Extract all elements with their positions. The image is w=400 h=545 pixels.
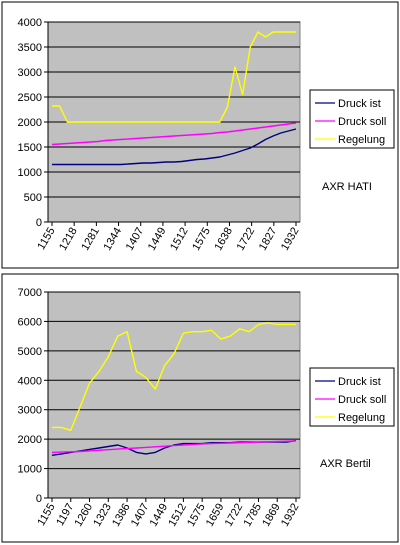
chart-1-y-axis: 0 500 1000 1500 2000 2500 3000 3500 4000 <box>18 17 300 229</box>
chart-1-legend-box <box>309 89 395 149</box>
legend-label-regelung: Regelung <box>338 412 385 424</box>
y-tick-label: 500 <box>24 192 42 204</box>
legend-label-regelung: Regelung <box>338 134 385 146</box>
legend-label-druck-ist: Druck ist <box>338 376 381 388</box>
legend-label-druck-soll: Druck soll <box>338 116 386 128</box>
y-tick-label: 0 <box>36 493 42 505</box>
y-tick-label: 3500 <box>18 42 42 54</box>
y-tick-label: 6000 <box>18 316 42 328</box>
y-tick-label: 2500 <box>18 92 42 104</box>
chart-2-annotation: AXR Bertil <box>320 458 371 470</box>
y-tick-label: 3000 <box>18 67 42 79</box>
chart-1-legend: Druck ist Druck soll Regelung <box>309 89 395 149</box>
series-line-regelung <box>52 31 296 123</box>
y-tick-label: 5000 <box>18 346 42 358</box>
chart-2-y-axis: 0 1000 2000 3000 4000 5000 6000 7000 <box>18 287 300 505</box>
legend-label-druck-ist: Druck ist <box>338 98 381 110</box>
y-tick-label: 0 <box>36 217 42 229</box>
legend-label-druck-soll: Druck soll <box>338 394 386 406</box>
y-tick-label: 1000 <box>18 464 42 476</box>
chart-2-legend: Druck ist Druck soll Regelung <box>309 367 395 427</box>
chart-2-series <box>51 322 297 456</box>
y-tick-label: 1500 <box>18 142 42 154</box>
y-tick-label: 4000 <box>18 375 42 387</box>
chart-1-gridlines <box>48 21 300 198</box>
chart-1-series <box>51 31 297 166</box>
chart-2-plot-area <box>47 291 301 499</box>
chart-1-annotation: AXR HATI <box>322 181 372 193</box>
series-line-druck-soll <box>51 440 297 454</box>
y-tick-label: 2000 <box>18 434 42 446</box>
chart-2-gridlines <box>48 291 300 470</box>
series-line-druck-soll <box>51 122 297 146</box>
y-tick-label: 1000 <box>18 167 42 179</box>
y-tick-label: 7000 <box>18 287 42 299</box>
chart-2-legend-box <box>309 367 395 427</box>
series-line-regelung <box>52 322 296 431</box>
y-tick-label: 4000 <box>18 17 42 29</box>
y-tick-label: 3000 <box>18 405 42 417</box>
series-line-druck-ist <box>52 128 297 166</box>
y-tick-label: 2000 <box>18 117 42 129</box>
